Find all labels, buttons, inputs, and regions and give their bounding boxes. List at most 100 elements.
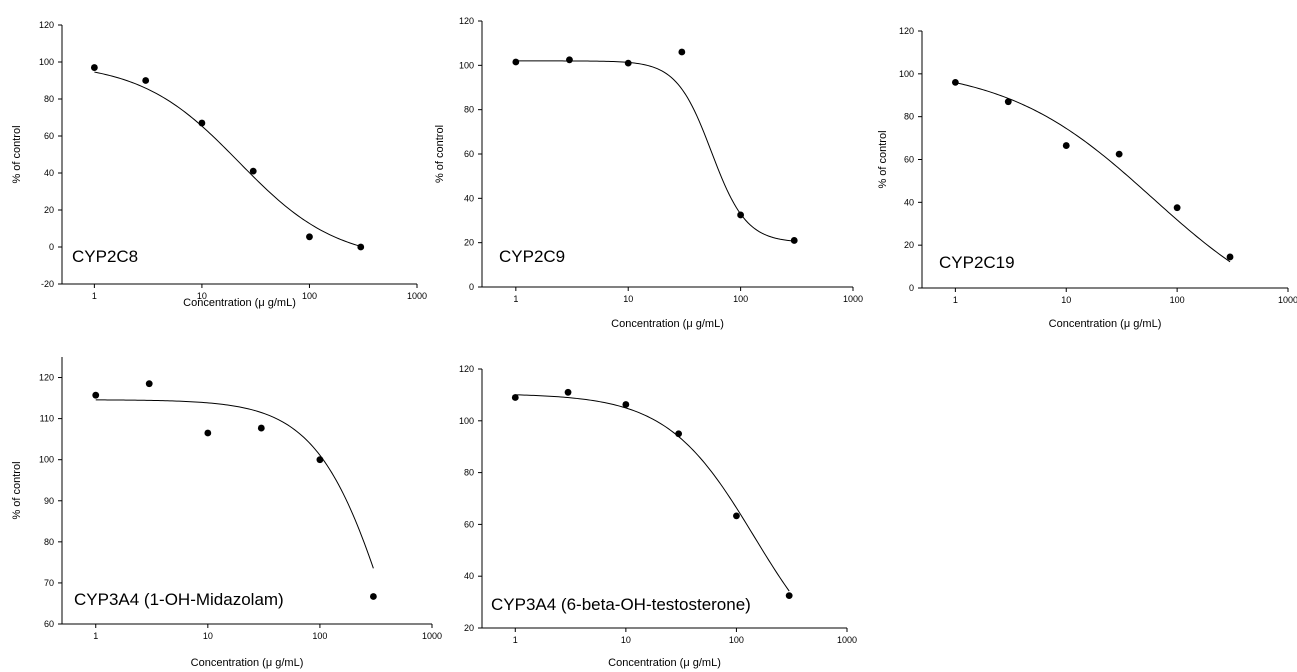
x-tick-label: 100 [733, 294, 748, 304]
data-point [675, 430, 683, 438]
y-tick-label: 40 [904, 197, 914, 207]
panel-label: CYP3A4 (6-beta-OH-testosterone) [491, 595, 751, 614]
x-tick-label: 100 [302, 291, 317, 301]
y-tick-label: 60 [44, 131, 54, 141]
y-axis-title: % of control [11, 461, 23, 519]
y-tick-label: 60 [464, 149, 474, 159]
x-axis-title: Concentration (μ g/mL) [191, 657, 304, 669]
data-point [357, 243, 365, 251]
x-tick-label: 100 [312, 631, 327, 641]
x-axis-title: Concentration (μ g/mL) [1049, 318, 1162, 330]
data-point [678, 48, 686, 56]
y-tick-label: 120 [459, 364, 474, 374]
x-tick-label: 1 [93, 631, 98, 641]
x-tick-label: 100 [729, 635, 744, 645]
y-tick-label: 60 [464, 519, 474, 529]
data-point [624, 59, 632, 67]
fit-curve [95, 399, 374, 569]
y-tick-label: 120 [899, 26, 914, 36]
data-point [1115, 150, 1123, 158]
y-tick-label: 20 [44, 205, 54, 215]
y-tick-label: 0 [49, 242, 54, 252]
y-tick-label: 70 [44, 578, 54, 588]
y-tick-label: 110 [40, 414, 54, 424]
x-tick-label: 10 [1061, 295, 1071, 305]
panel-label: CYP3A4 (1-OH-Midazolam) [74, 590, 284, 609]
data-point [622, 401, 630, 408]
data-point [249, 167, 257, 175]
data-point [145, 380, 153, 388]
x-tick-label: 10 [623, 294, 633, 304]
x-axis-title: Concentration (μ g/mL) [611, 318, 724, 330]
y-tick-label: 60 [44, 619, 54, 629]
x-tick-label: 1000 [843, 294, 863, 304]
y-tick-label: 40 [464, 193, 474, 203]
y-tick-label: 100 [39, 57, 54, 67]
y-tick-label: 120 [39, 20, 54, 30]
data-point [1062, 142, 1070, 149]
x-tick-label: 100 [1170, 295, 1185, 305]
data-point [566, 56, 573, 64]
data-point [1226, 253, 1234, 261]
data-point [204, 429, 212, 437]
y-tick-label: 100 [459, 60, 474, 70]
y-tick-label: -20 [41, 279, 54, 289]
x-tick-label: 10 [621, 635, 631, 645]
y-tick-label: 120 [39, 373, 54, 383]
x-tick-label: 10 [203, 631, 213, 641]
data-point [564, 388, 572, 396]
y-tick-label: 100 [899, 69, 914, 79]
y-tick-label: 120 [459, 16, 474, 26]
y-tick-label: 90 [44, 496, 54, 506]
x-tick-label: 1000 [422, 631, 442, 641]
data-point [142, 77, 150, 84]
data-point [306, 233, 313, 241]
data-point [257, 424, 265, 432]
y-tick-label: 80 [44, 537, 54, 547]
fit-curve [955, 82, 1231, 263]
data-point [737, 211, 745, 219]
y-tick-label: 20 [904, 240, 914, 250]
y-tick-label: 60 [904, 155, 914, 165]
data-point [785, 592, 793, 600]
data-point [198, 119, 206, 127]
data-point [1173, 204, 1181, 212]
data-point [369, 593, 377, 600]
panel-label: CYP2C9 [499, 247, 565, 266]
x-tick-label: 1 [513, 294, 518, 304]
fit-curve [515, 60, 795, 242]
x-tick-label: 1 [953, 295, 958, 305]
fit-curve [515, 394, 790, 592]
x-tick-label: 1000 [407, 291, 427, 301]
data-point [733, 512, 740, 520]
y-axis-title: % of control [877, 130, 889, 188]
y-axis-title: % of control [11, 125, 23, 183]
y-tick-label: 40 [44, 168, 54, 178]
x-tick-label: 1000 [1278, 295, 1297, 305]
x-axis-title: Concentration (μ g/mL) [183, 297, 296, 309]
data-point [951, 79, 959, 86]
y-tick-label: 20 [464, 623, 474, 633]
y-tick-label: 80 [44, 94, 54, 104]
y-tick-label: 0 [909, 283, 914, 293]
data-point [92, 391, 100, 399]
x-tick-label: 10 [197, 291, 207, 301]
y-tick-label: 80 [464, 105, 474, 115]
y-tick-label: 80 [464, 468, 474, 478]
y-tick-label: 0 [469, 282, 474, 292]
y-tick-label: 80 [904, 112, 914, 122]
x-tick-label: 1000 [837, 635, 857, 645]
x-tick-label: 1 [513, 635, 518, 645]
panel-label: CYP2C19 [939, 253, 1015, 272]
data-point [790, 237, 798, 244]
y-tick-label: 100 [39, 455, 54, 465]
y-axis-title: % of control [434, 125, 446, 183]
data-point [511, 394, 519, 401]
y-tick-label: 40 [464, 571, 474, 581]
